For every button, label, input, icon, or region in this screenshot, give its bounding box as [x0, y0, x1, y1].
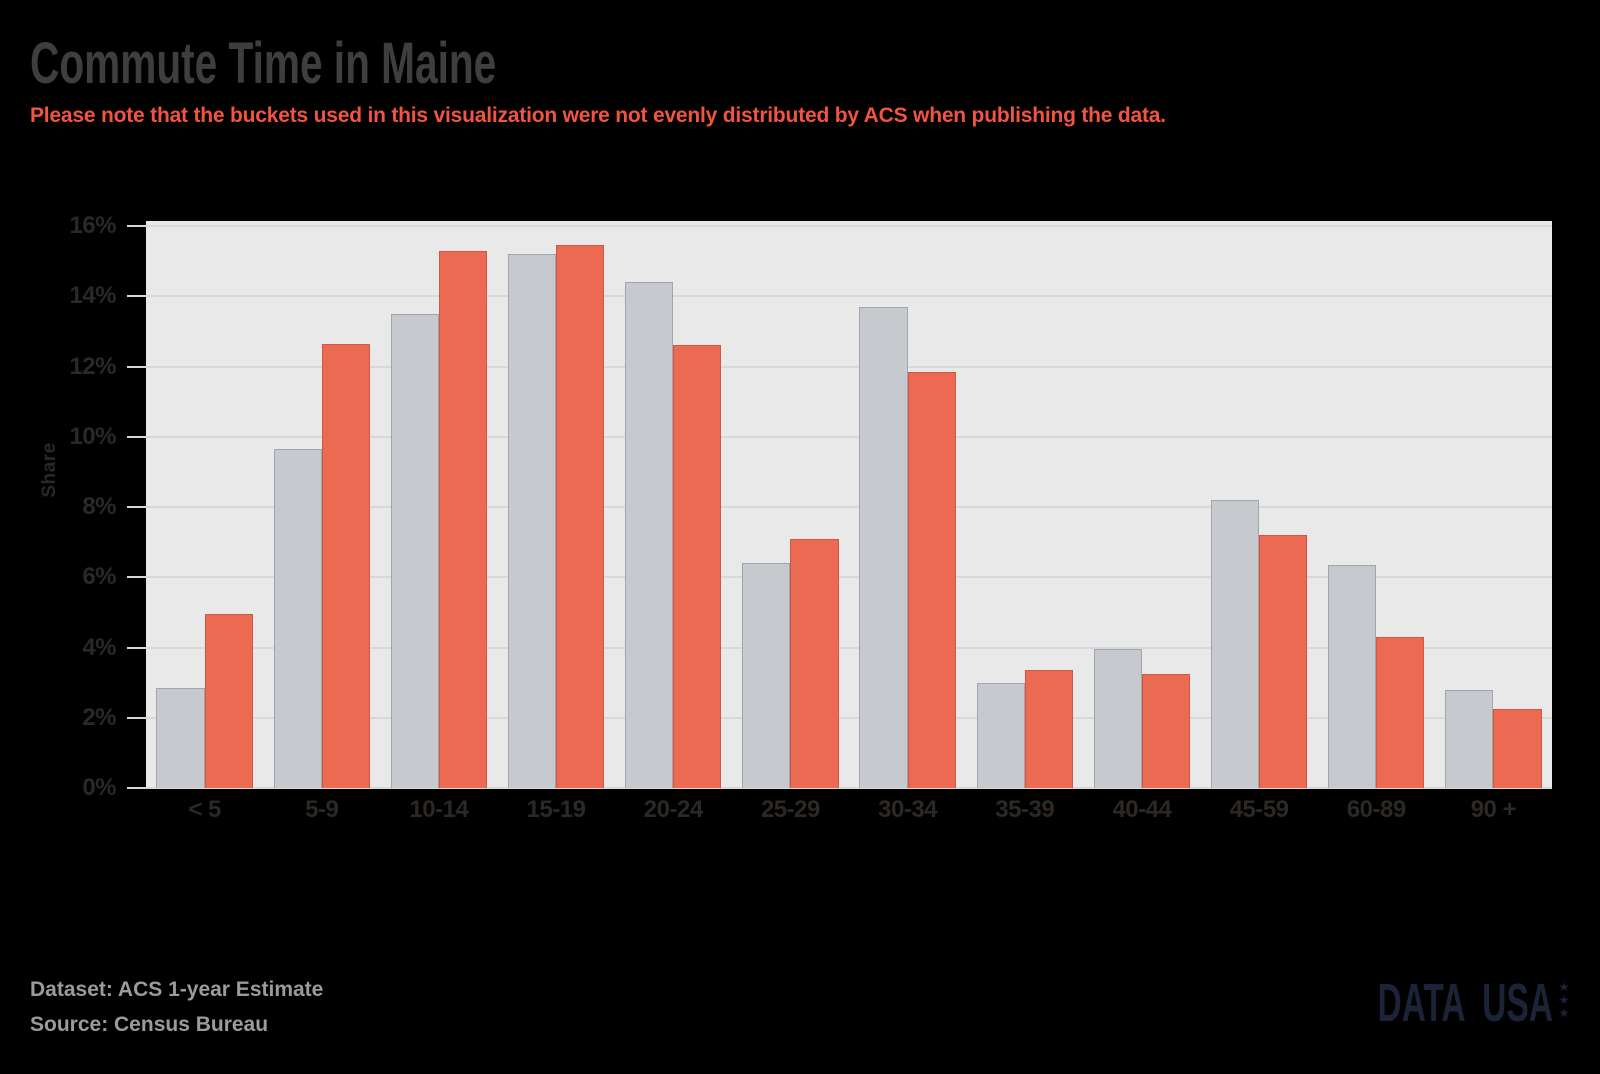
y-tick-label: 8%	[82, 493, 116, 520]
y-tick-label: 2%	[82, 703, 116, 731]
bar-orange-30-34[interactable]	[907, 371, 956, 788]
bar-gray-35-39[interactable]	[976, 682, 1025, 788]
bar-orange-60-89[interactable]	[1376, 636, 1425, 788]
bar-gray-90+[interactable]	[1445, 689, 1494, 788]
y-tick-label: 10%	[69, 422, 116, 450]
source-label: Source: Census Bureau	[30, 1013, 269, 1036]
x-tick-label: 30-34	[878, 796, 938, 823]
y-tick-label: 12%	[69, 352, 116, 380]
bar-orange-35-39[interactable]	[1024, 670, 1073, 788]
bar-orange-<5[interactable]	[204, 614, 253, 788]
bar-orange-20-24[interactable]	[673, 345, 722, 788]
bar-gray-<5[interactable]	[156, 687, 205, 788]
bar-gray-30-34[interactable]	[859, 306, 908, 788]
x-tick-label: 20-24	[643, 796, 703, 823]
star-icon: ★	[1558, 993, 1570, 1007]
gridline	[127, 787, 1552, 789]
bar-orange-40-44[interactable]	[1141, 673, 1191, 788]
star-icon: ★	[1558, 980, 1570, 994]
x-tick-label: 25-29	[760, 796, 820, 823]
x-tick-label: 15-19	[526, 796, 586, 823]
gridline	[127, 646, 1552, 649]
gridline	[127, 225, 1552, 227]
gridline	[127, 435, 1552, 438]
gridline	[127, 506, 1552, 508]
bar-gray-10-14[interactable]	[390, 313, 439, 788]
x-tick-label: 10-14	[409, 796, 469, 823]
y-tick-label: 14%	[69, 282, 116, 310]
chart-note: Please note that the buckets used in thi…	[30, 104, 1166, 127]
x-tick-label: 5-9	[305, 796, 339, 823]
bar-gray-5-9[interactable]	[273, 449, 322, 788]
y-tick-label: 6%	[82, 563, 116, 591]
bar-orange-15-19[interactable]	[556, 245, 605, 788]
x-tick-label: < 5	[188, 796, 221, 823]
plot-area	[146, 221, 1552, 788]
gridline	[127, 576, 1552, 579]
bar-gray-60-89[interactable]	[1328, 564, 1377, 788]
y-tick-label: 4%	[82, 633, 116, 661]
x-tick-label: 40-44	[1112, 796, 1172, 823]
page-title: Commute Time in Maine	[30, 31, 497, 96]
bar-gray-15-19[interactable]	[507, 254, 557, 788]
x-tick-label: 45-59	[1229, 796, 1289, 823]
bar-orange-25-29[interactable]	[790, 538, 839, 788]
bar-gray-45-59[interactable]	[1210, 499, 1260, 788]
x-tick-label: 90 +	[1470, 796, 1517, 823]
star-icon: ★	[1558, 1006, 1570, 1020]
bar-orange-10-14[interactable]	[438, 250, 488, 788]
datausa-logo: DATA USA	[1377, 973, 1553, 1033]
bar-gray-40-44[interactable]	[1093, 649, 1142, 788]
y-tick-label: 16%	[69, 212, 116, 239]
x-tick-label: 35-39	[995, 796, 1055, 823]
y-tick-label: 0%	[82, 774, 116, 801]
bar-orange-5-9[interactable]	[321, 343, 370, 788]
datausa-logo-stars: ★ ★ ★	[1555, 981, 1573, 1020]
bar-orange-45-59[interactable]	[1259, 535, 1308, 788]
bar-gray-25-29[interactable]	[742, 563, 791, 788]
gridline	[127, 716, 1552, 719]
gridline	[127, 365, 1552, 368]
dataset-label: Dataset: ACS 1-year Estimate	[30, 978, 324, 1001]
x-tick-label: 60-89	[1346, 796, 1406, 823]
gridline	[127, 295, 1552, 298]
bar-gray-20-24[interactable]	[625, 282, 674, 788]
bar-orange-90+[interactable]	[1493, 708, 1542, 788]
